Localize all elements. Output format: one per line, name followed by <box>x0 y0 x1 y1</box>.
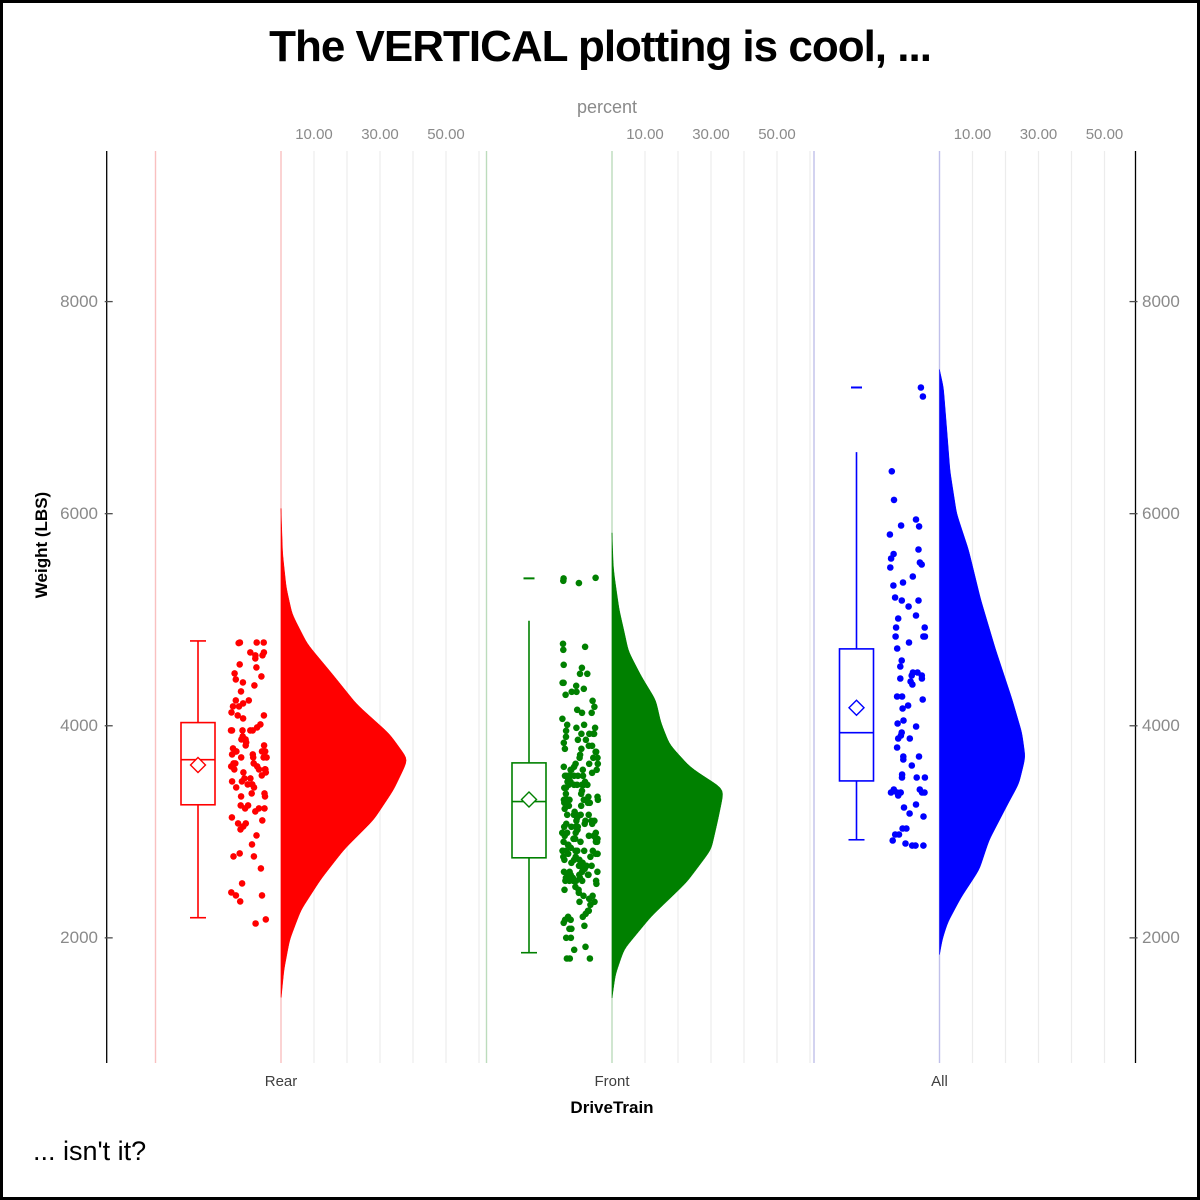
mean-diamond <box>189 756 207 774</box>
top-tick-label: 50.00 <box>1085 126 1124 143</box>
mean-diamond <box>848 699 865 717</box>
category-label-all: All <box>931 1073 948 1090</box>
top-tick-label: 30.00 <box>1019 126 1058 143</box>
y-tick-label-left: 4000 <box>60 715 98 735</box>
x-axis-title: DriveTrain <box>570 1098 654 1117</box>
y-tick-label-left: 2000 <box>60 927 98 947</box>
top-tick-label: 50.00 <box>758 126 796 143</box>
boxplot-all <box>838 386 875 841</box>
y-tick-label-right: 2000 <box>1142 927 1180 947</box>
top-tick-label: 50.00 <box>427 126 465 143</box>
y-tick-label-left: 6000 <box>60 503 98 523</box>
category-label-rear: Rear <box>264 1073 298 1090</box>
category-label-front: Front <box>594 1073 630 1090</box>
top-tick-label: 30.00 <box>692 126 730 143</box>
y-tick-label-right: 8000 <box>1142 291 1180 311</box>
mean-diamond <box>520 791 538 808</box>
boxplot-rear <box>180 640 216 919</box>
boxplot-front <box>511 577 547 954</box>
violin-rear <box>280 508 407 998</box>
top-tick-label: 10.00 <box>953 126 992 143</box>
jitter-points-all <box>886 384 929 849</box>
violin-all <box>939 369 1025 955</box>
top-tick-label: 10.00 <box>295 126 333 143</box>
y-axis-title: Weight (LBS) <box>32 491 51 599</box>
y-tick-label-right: 4000 <box>1142 715 1180 735</box>
caption-text: ... isn't it? <box>33 1136 147 1166</box>
y-tick-label-right: 6000 <box>1142 503 1180 523</box>
violin-front <box>611 532 723 999</box>
top-axis-title: percent <box>576 97 638 117</box>
chart-title: The VERTICAL plotting is cool, ... <box>269 22 932 71</box>
jitter-points-front <box>559 574 602 962</box>
jitter-points-rear <box>227 639 270 927</box>
top-tick-label: 30.00 <box>361 126 399 143</box>
top-tick-label: 10.00 <box>626 126 664 143</box>
y-tick-label-left: 8000 <box>60 291 98 311</box>
